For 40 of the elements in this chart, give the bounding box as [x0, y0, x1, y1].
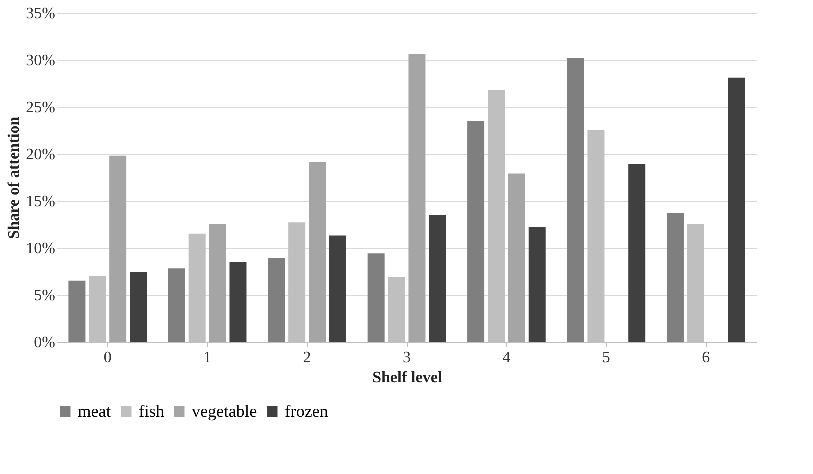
- y-tick-label: 0%: [34, 334, 56, 352]
- bar: [728, 78, 746, 342]
- y-tick-label: 5%: [34, 288, 56, 304]
- bar: [567, 58, 584, 342]
- bar: [209, 224, 226, 342]
- x-tick-label: 5: [602, 350, 610, 366]
- x-tick-label: 6: [702, 350, 710, 366]
- y-tick-label: 30%: [26, 52, 56, 70]
- x-tick-label: 3: [403, 350, 411, 366]
- x-tick-label: 0: [104, 350, 112, 366]
- bar: [268, 258, 286, 342]
- y-tick-label: 20%: [26, 146, 56, 164]
- bar: [528, 227, 546, 342]
- bar: [130, 272, 148, 342]
- y-tick-label: 10%: [26, 240, 56, 258]
- x-tick-label: 4: [502, 350, 511, 366]
- bar: [168, 268, 186, 342]
- bar: [110, 156, 127, 342]
- y-axis-title: Share of attention: [6, 116, 24, 240]
- bar: [429, 215, 446, 342]
- legend-label: vegetable: [192, 402, 258, 421]
- legend-label: frozen: [285, 402, 329, 421]
- bar: [666, 213, 684, 342]
- bar: [508, 174, 526, 342]
- x-tick-label: 2: [303, 350, 312, 366]
- bar: [329, 236, 346, 342]
- bar: [368, 254, 385, 342]
- bar: [468, 121, 485, 342]
- y-tick-label: 35%: [26, 6, 56, 22]
- x-tick-label: 1: [204, 350, 212, 366]
- y-tick-label: 15%: [26, 194, 56, 210]
- x-axis-title: Shelf level: [372, 370, 443, 386]
- bar: [68, 280, 86, 342]
- legend-label: fish: [139, 402, 165, 421]
- bar: [309, 162, 326, 342]
- bar: [230, 262, 247, 342]
- y-tick-label: 25%: [26, 100, 56, 116]
- bar: [628, 164, 646, 342]
- bar: [408, 54, 426, 342]
- legend-label: meat: [78, 402, 112, 421]
